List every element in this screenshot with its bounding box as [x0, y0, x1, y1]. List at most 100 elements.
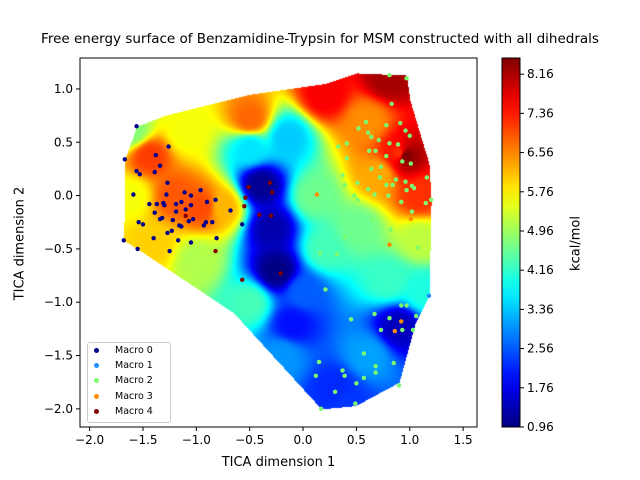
point-macro-2 — [340, 173, 345, 178]
legend-marker — [94, 394, 99, 399]
x-tick-label: 1.0 — [400, 433, 419, 447]
point-macro-0 — [190, 216, 196, 222]
point-macro-2 — [404, 76, 409, 81]
point-macro-2 — [428, 197, 434, 203]
point-macro-2 — [416, 245, 421, 251]
point-macro-2 — [396, 383, 402, 388]
point-macro-2 — [365, 186, 371, 192]
point-macro-0 — [151, 236, 156, 241]
point-macro-0 — [162, 202, 167, 208]
point-macro-0 — [214, 236, 219, 241]
point-macro-2 — [373, 148, 378, 153]
x-tick-label: −1.0 — [182, 433, 211, 447]
legend-marker — [94, 363, 99, 368]
point-macro-2 — [348, 317, 354, 322]
point-macro-0 — [203, 220, 209, 225]
point-macro-0 — [170, 217, 176, 223]
point-macro-4 — [257, 212, 262, 217]
point-macro-0 — [188, 202, 194, 208]
point-macro-0 — [157, 163, 163, 168]
point-macro-2 — [317, 250, 323, 256]
point-macro-0 — [131, 192, 136, 197]
point-macro-2 — [377, 175, 383, 180]
point-macro-0 — [165, 180, 170, 185]
point-macro-0 — [228, 208, 233, 213]
point-macro-4 — [278, 271, 283, 276]
x-tick-label: 0.0 — [293, 433, 312, 447]
point-macro-2 — [373, 370, 378, 375]
point-macro-2 — [355, 180, 360, 185]
point-macro-2 — [342, 373, 347, 379]
y-tick-label: −2.0 — [44, 402, 73, 416]
plot-area-border — [79, 57, 478, 428]
point-macro-2 — [344, 141, 350, 146]
point-macro-2 — [373, 364, 378, 369]
point-macro-2 — [342, 234, 347, 240]
point-macro-2 — [372, 311, 377, 317]
point-macro-2 — [384, 122, 389, 128]
colorbar-scale — [501, 57, 521, 428]
point-macro-2 — [361, 375, 367, 381]
x-tick-label: −1.5 — [128, 433, 157, 447]
point-macro-2 — [410, 327, 416, 333]
point-macro-0 — [188, 240, 194, 245]
y-axis-label: TICA dimension 2 — [12, 186, 28, 301]
point-macro-0 — [154, 201, 160, 207]
point-macro-2 — [408, 161, 414, 166]
point-macro-2 — [393, 177, 399, 182]
point-macro-0 — [152, 169, 157, 175]
point-macro-0 — [164, 192, 169, 197]
x-tick-label: −2.0 — [75, 433, 104, 447]
point-macro-0 — [159, 215, 165, 221]
point-macro-0 — [166, 144, 171, 149]
legend-label: Macro 0 — [115, 345, 153, 356]
point-macro-4 — [268, 213, 274, 219]
point-macro-2 — [387, 72, 392, 78]
point-macro-2 — [369, 134, 374, 140]
point-macro-3 — [399, 319, 404, 324]
legend: Macro 0 Macro 1 Macro 2 Macro 3 Macro 4 — [87, 342, 171, 423]
point-macro-2 — [363, 119, 369, 125]
point-macro-2 — [334, 252, 340, 257]
point-macro-2 — [424, 175, 430, 180]
point-macro-2 — [388, 227, 393, 232]
legend-item-macro-3: Macro 3 — [94, 390, 153, 404]
y-tick-label: 0.0 — [54, 189, 73, 203]
legend-label: Macro 1 — [115, 360, 153, 371]
point-macro-0 — [188, 193, 194, 198]
point-macro-0 — [136, 220, 141, 225]
point-macro-2 — [352, 193, 357, 198]
point-macro-3 — [408, 216, 414, 222]
point-macro-0 — [140, 222, 146, 227]
point-macro-2 — [356, 126, 361, 131]
legend-item-macro-1: Macro 1 — [94, 359, 153, 373]
colorbar-tick-label: 4.16 — [527, 263, 554, 277]
point-macro-3 — [387, 242, 392, 247]
colorbar-tick-label: 1.76 — [527, 381, 554, 395]
point-macro-2 — [407, 133, 412, 139]
point-macro-0 — [175, 238, 181, 243]
point-macro-2 — [355, 197, 360, 203]
point-macro-0 — [198, 188, 203, 193]
point-macro-2 — [372, 192, 377, 197]
colorbar-label: kcal/mol — [568, 216, 584, 271]
point-macro-2 — [384, 153, 389, 159]
y-tick-label: −1.5 — [44, 349, 73, 363]
y-tick-label: 0.5 — [54, 135, 73, 149]
point-macro-2 — [397, 120, 403, 126]
point-macro-0 — [213, 197, 218, 203]
point-macro-2 — [378, 164, 384, 169]
point-macro-2 — [389, 101, 394, 107]
point-macro-0 — [137, 172, 142, 177]
point-macro-0 — [179, 199, 184, 205]
point-macro-2 — [318, 406, 324, 412]
colorbar-tick-label: 8.16 — [527, 67, 554, 81]
point-macro-2 — [400, 159, 405, 164]
point-macro-2 — [365, 130, 371, 135]
point-macro-4 — [240, 277, 245, 283]
point-macro-2 — [336, 144, 341, 149]
colorbar: 0.96 1.76 2.56 3.36 4.16 4.96 5.76 6.56 7.36 8.16 — [501, 57, 554, 434]
point-macro-3 — [392, 328, 398, 334]
legend-label: Macro 4 — [115, 406, 153, 417]
axes-frame — [79, 57, 478, 428]
